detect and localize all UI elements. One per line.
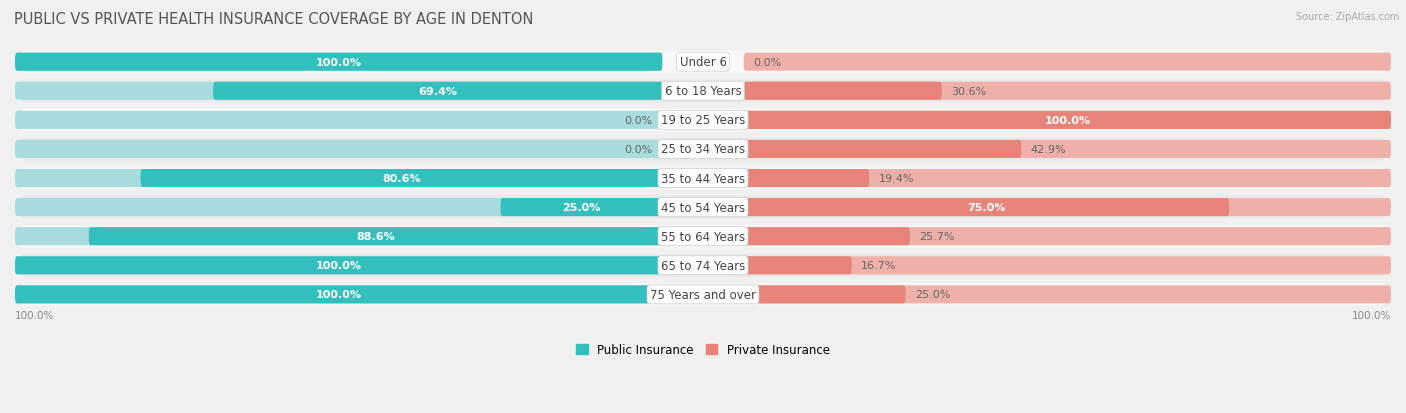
Text: 25.0%: 25.0% (915, 290, 950, 300)
Text: 19 to 25 Years: 19 to 25 Years (661, 114, 745, 127)
FancyBboxPatch shape (744, 286, 1391, 304)
FancyBboxPatch shape (15, 286, 662, 304)
FancyBboxPatch shape (15, 199, 662, 216)
Text: 0.0%: 0.0% (624, 145, 652, 154)
Text: 0.0%: 0.0% (624, 116, 652, 126)
FancyBboxPatch shape (744, 112, 1391, 130)
FancyBboxPatch shape (501, 199, 662, 216)
FancyBboxPatch shape (744, 256, 852, 275)
FancyBboxPatch shape (15, 140, 662, 159)
FancyBboxPatch shape (15, 228, 662, 246)
Text: 0.0%: 0.0% (754, 57, 782, 67)
FancyBboxPatch shape (744, 83, 942, 100)
Text: 100.0%: 100.0% (316, 290, 361, 300)
Text: 88.6%: 88.6% (356, 232, 395, 242)
FancyBboxPatch shape (15, 54, 662, 71)
Text: PUBLIC VS PRIVATE HEALTH INSURANCE COVERAGE BY AGE IN DENTON: PUBLIC VS PRIVATE HEALTH INSURANCE COVER… (14, 12, 533, 27)
FancyBboxPatch shape (21, 51, 1385, 74)
Text: 55 to 64 Years: 55 to 64 Years (661, 230, 745, 243)
Text: 16.7%: 16.7% (860, 261, 897, 271)
FancyBboxPatch shape (744, 170, 869, 188)
FancyBboxPatch shape (744, 199, 1229, 216)
FancyBboxPatch shape (744, 256, 1391, 275)
Text: 30.6%: 30.6% (950, 87, 987, 97)
FancyBboxPatch shape (744, 140, 1021, 159)
Text: 45 to 54 Years: 45 to 54 Years (661, 201, 745, 214)
FancyBboxPatch shape (21, 283, 1385, 306)
Text: 25.0%: 25.0% (562, 203, 600, 213)
FancyBboxPatch shape (89, 228, 662, 246)
FancyBboxPatch shape (15, 83, 662, 100)
Legend: Public Insurance, Private Insurance: Public Insurance, Private Insurance (571, 338, 835, 361)
FancyBboxPatch shape (744, 228, 1391, 246)
Text: 19.4%: 19.4% (879, 173, 914, 184)
FancyBboxPatch shape (21, 80, 1385, 103)
FancyBboxPatch shape (21, 254, 1385, 277)
FancyBboxPatch shape (21, 167, 1385, 190)
Text: 69.4%: 69.4% (418, 87, 457, 97)
Text: 100.0%: 100.0% (316, 261, 361, 271)
Text: Under 6: Under 6 (679, 56, 727, 69)
FancyBboxPatch shape (141, 170, 662, 188)
FancyBboxPatch shape (744, 228, 910, 246)
Text: 6 to 18 Years: 6 to 18 Years (665, 85, 741, 98)
FancyBboxPatch shape (744, 83, 1391, 100)
Text: 25 to 34 Years: 25 to 34 Years (661, 143, 745, 156)
Text: 65 to 74 Years: 65 to 74 Years (661, 259, 745, 272)
FancyBboxPatch shape (15, 112, 662, 130)
Text: 100.0%: 100.0% (1045, 116, 1090, 126)
Text: 75 Years and over: 75 Years and over (650, 288, 756, 301)
FancyBboxPatch shape (15, 54, 662, 71)
Text: 35 to 44 Years: 35 to 44 Years (661, 172, 745, 185)
Text: 80.6%: 80.6% (382, 173, 420, 184)
FancyBboxPatch shape (744, 54, 1391, 71)
FancyBboxPatch shape (744, 140, 1391, 159)
FancyBboxPatch shape (21, 138, 1385, 161)
FancyBboxPatch shape (21, 109, 1385, 132)
Text: 100.0%: 100.0% (15, 311, 55, 320)
Text: 75.0%: 75.0% (967, 203, 1005, 213)
FancyBboxPatch shape (214, 83, 662, 100)
FancyBboxPatch shape (744, 286, 905, 304)
FancyBboxPatch shape (744, 199, 1391, 216)
FancyBboxPatch shape (21, 196, 1385, 219)
FancyBboxPatch shape (15, 256, 662, 275)
FancyBboxPatch shape (15, 170, 662, 188)
Text: 42.9%: 42.9% (1031, 145, 1066, 154)
FancyBboxPatch shape (15, 286, 662, 304)
Text: 100.0%: 100.0% (1351, 311, 1391, 320)
FancyBboxPatch shape (15, 256, 662, 275)
Text: 100.0%: 100.0% (316, 57, 361, 67)
FancyBboxPatch shape (21, 225, 1385, 248)
FancyBboxPatch shape (744, 170, 1391, 188)
Text: 25.7%: 25.7% (920, 232, 955, 242)
FancyBboxPatch shape (744, 112, 1391, 130)
Text: Source: ZipAtlas.com: Source: ZipAtlas.com (1295, 12, 1399, 22)
